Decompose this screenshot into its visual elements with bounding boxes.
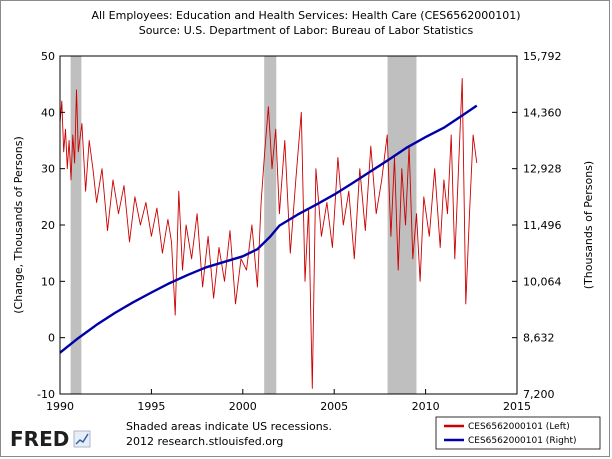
- y-right-tick-label: 11,496: [523, 219, 562, 232]
- x-tick-label: 2005: [320, 400, 348, 413]
- x-tick-label: 2010: [412, 400, 440, 413]
- legend-label-right-series: CES6562000101 (Right): [468, 436, 577, 446]
- legend: CES6562000101 (Left) CES6562000101 (Righ…: [435, 416, 601, 450]
- y-left-tick-label: 40: [41, 106, 55, 119]
- y-left-tick-label: 50: [41, 50, 55, 63]
- series-line-right: [59, 104, 478, 354]
- recession-note: Shaded areas indicate US recessions.: [126, 420, 332, 433]
- y-right-tick-label: 8,632: [523, 332, 555, 345]
- y-right-tick-label: 12,928: [523, 163, 562, 176]
- x-tick-label: 2000: [229, 400, 257, 413]
- y-right-tick-label: 10,064: [523, 275, 562, 288]
- recession-band-1: [264, 56, 277, 394]
- y-left-tick-label: 10: [41, 275, 55, 288]
- y-right-tick-label: 7,200: [523, 388, 555, 401]
- y-left-tick-label: 20: [41, 219, 55, 232]
- x-tick-label: 1990: [46, 400, 74, 413]
- recession-band-0: [70, 56, 82, 394]
- y-right-tick-label: 15,792: [523, 50, 562, 63]
- series-lines: [59, 78, 478, 389]
- x-tick-label: 2015: [503, 400, 531, 413]
- legend-label-left-series: CES6562000101 (Left): [468, 422, 570, 432]
- fred-logo: FRED: [10, 427, 91, 451]
- axis-ticks: 1990 1995 2000 2005 2010 2015 -10 0 10 20 30 40 50 7,…: [37, 50, 561, 413]
- y-left-tick-label: 0: [48, 332, 55, 345]
- chart-subtitle: Source: U.S. Department of Labor: Bureau…: [139, 24, 474, 37]
- fred-logo-text: FRED: [10, 427, 69, 451]
- chart-title: All Employees: Education and Health Serv…: [92, 9, 521, 22]
- series-line-left: [59, 78, 478, 389]
- legend-box: [435, 416, 601, 450]
- y-left-tick-label: -10: [37, 388, 55, 401]
- source-note: 2012 research.stlouisfed.org: [126, 435, 283, 448]
- fred-logo-chart-icon: [73, 430, 91, 448]
- y-axis-left-title: (Change, Thousands of Persons): [12, 136, 25, 314]
- y-axis-right-title: (Thousands of Persons): [582, 161, 595, 289]
- y-left-tick-label: 30: [41, 163, 55, 176]
- y-right-tick-label: 14,360: [523, 106, 562, 119]
- x-tick-label: 1995: [137, 400, 165, 413]
